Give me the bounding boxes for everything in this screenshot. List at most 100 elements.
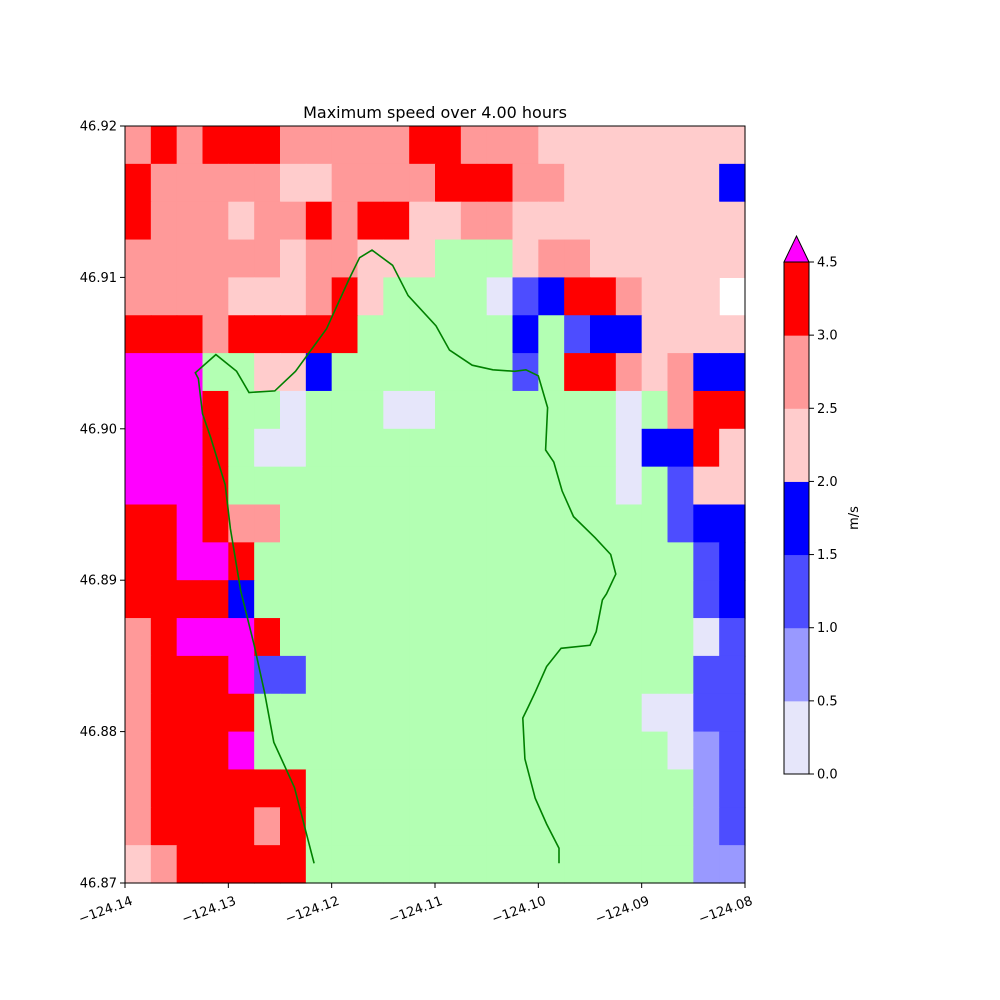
heatmap-cell	[486, 315, 514, 354]
heatmap-cell	[331, 239, 359, 278]
heatmap-cell	[590, 201, 617, 241]
heatmap-cell	[590, 731, 617, 771]
heatmap-cell	[409, 542, 436, 581]
heatmap-cell	[460, 693, 488, 733]
heatmap-cell	[564, 731, 591, 771]
heatmap-cell	[564, 163, 591, 203]
heatmap-cell	[150, 126, 178, 165]
heatmap-cell	[719, 693, 746, 733]
heatmap-cell	[641, 618, 669, 657]
heatmap-cell	[125, 315, 152, 354]
heatmap-cell	[280, 845, 307, 884]
heatmap-cell	[486, 618, 514, 657]
heatmap-cell	[125, 845, 152, 884]
heatmap-cell	[486, 845, 514, 884]
heatmap-cell	[383, 390, 410, 430]
heatmap-cell	[228, 845, 255, 884]
heatmap-cell	[305, 201, 333, 241]
heatmap-cell	[305, 466, 333, 506]
heatmap-cell	[538, 353, 565, 392]
heatmap-cell	[254, 618, 281, 657]
heatmap-cell	[228, 504, 255, 543]
heatmap-cell	[331, 693, 359, 733]
heatmap-cell	[357, 277, 384, 316]
heatmap-cell	[641, 239, 669, 278]
heatmap-cell	[280, 163, 307, 203]
heatmap-cell	[202, 428, 229, 468]
heatmap-cell	[150, 163, 178, 203]
heatmap-cell	[202, 693, 229, 733]
heatmap-cell	[435, 390, 462, 430]
heatmap-cell	[383, 693, 410, 733]
colorbar: 0.0 0.5 1.0 1.5 2.0 2.5 3.0 4.5 m/s	[783, 234, 862, 783]
heatmap-cell	[409, 807, 436, 846]
colorbar-extend-arrow	[783, 234, 810, 263]
heatmap-cell	[667, 504, 694, 543]
heatmap-cell	[667, 655, 694, 695]
heatmap-cell	[486, 239, 514, 278]
x-tick-label: −124.08	[697, 894, 755, 927]
heatmap-cell	[590, 655, 617, 695]
heatmap-cell	[486, 353, 514, 392]
heatmap-cell	[641, 504, 669, 543]
heatmap-cell	[305, 618, 333, 657]
heatmap-cell	[280, 618, 307, 657]
heatmap-cell	[564, 542, 591, 581]
heatmap-cell	[641, 769, 669, 808]
heatmap-cell	[331, 466, 359, 506]
heatmap-cell	[280, 390, 307, 430]
heatmap-cell	[719, 390, 746, 430]
heatmap-cell	[305, 390, 333, 430]
heatmap-cell	[125, 655, 152, 695]
heatmap-cell	[357, 315, 384, 354]
heatmap-cell	[719, 126, 746, 165]
heatmap-cell	[590, 353, 617, 392]
heatmap-cell	[590, 163, 617, 203]
heatmap-cell	[667, 126, 694, 165]
colorbar-segment	[784, 262, 809, 336]
heatmap-cell	[280, 353, 307, 392]
heatmap-cell	[460, 731, 488, 771]
heatmap-cell	[590, 845, 617, 884]
heatmap-cell	[719, 239, 746, 278]
heatmap-cell	[435, 618, 462, 657]
heatmap-cell	[538, 277, 565, 316]
heatmap-cell	[125, 807, 152, 846]
heatmap-cell	[641, 201, 669, 241]
heatmap-cell	[719, 315, 746, 354]
heatmap-cell	[176, 618, 204, 657]
heatmap-cell	[615, 315, 643, 354]
heatmap-cell	[228, 239, 255, 278]
heatmap-cell	[435, 201, 462, 241]
heatmap-cell	[176, 201, 204, 241]
heatmap-cell	[538, 845, 565, 884]
heatmap-cell	[564, 845, 591, 884]
heatmap-cell	[202, 239, 229, 278]
heatmap-cell	[305, 126, 333, 165]
y-tick-label: 46.88	[80, 725, 117, 740]
x-tick-label: −124.09	[593, 894, 651, 927]
heatmap-cell	[125, 580, 152, 619]
y-axis: 46.87 46.88 46.89 46.90 46.91 46.92	[80, 120, 125, 892]
heatmap-cell	[228, 807, 255, 846]
heatmap-cell	[202, 390, 229, 430]
heatmap-cell	[564, 277, 591, 316]
heatmap-cell	[254, 201, 281, 241]
heatmap-cell	[512, 580, 539, 619]
heatmap-cell	[305, 353, 333, 392]
heatmap-cell	[538, 542, 565, 581]
heatmap-cell	[538, 390, 565, 430]
heatmap-cell	[228, 126, 255, 165]
heatmap-cell	[615, 353, 643, 392]
heatmap-cell	[564, 126, 591, 165]
heatmap-cell	[150, 390, 178, 430]
heatmap-cell	[228, 769, 255, 808]
heatmap-cell	[590, 126, 617, 165]
heatmap-cell	[202, 542, 229, 581]
heatmap-cell	[357, 504, 384, 543]
heatmap-cell	[280, 807, 307, 846]
x-tick-label: −124.11	[387, 894, 445, 927]
heatmap-cell	[460, 201, 488, 241]
heatmap-cell	[202, 731, 229, 771]
heatmap-cell	[125, 201, 152, 241]
